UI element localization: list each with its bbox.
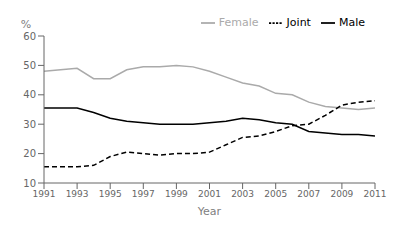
svg-text:1999: 1999 bbox=[165, 189, 188, 199]
svg-text:20: 20 bbox=[23, 148, 36, 159]
svg-text:2005: 2005 bbox=[264, 189, 287, 199]
svg-text:%: % bbox=[21, 18, 31, 31]
svg-text:Year: Year bbox=[197, 205, 222, 218]
html-text:Male: Male bbox=[338, 16, 365, 29]
html-text:Female: Female bbox=[218, 16, 259, 29]
svg-text:2003: 2003 bbox=[231, 189, 254, 199]
svg-text:60: 60 bbox=[23, 31, 36, 42]
svg-text:10: 10 bbox=[23, 178, 36, 189]
svg-text:2011: 2011 bbox=[364, 189, 387, 199]
svg-text:30: 30 bbox=[23, 119, 36, 130]
html-text:Joint: Joint bbox=[286, 16, 311, 29]
svg-text:50: 50 bbox=[23, 60, 36, 71]
svg-text:40: 40 bbox=[23, 89, 36, 100]
svg-text:2009: 2009 bbox=[330, 189, 353, 199]
svg-text:2007: 2007 bbox=[297, 189, 320, 199]
svg-text:1997: 1997 bbox=[132, 189, 155, 199]
svg-text:1991: 1991 bbox=[33, 189, 56, 199]
svg-text:1993: 1993 bbox=[66, 189, 89, 199]
svg-text:2001: 2001 bbox=[198, 189, 221, 199]
svg-text:1995: 1995 bbox=[99, 189, 122, 199]
